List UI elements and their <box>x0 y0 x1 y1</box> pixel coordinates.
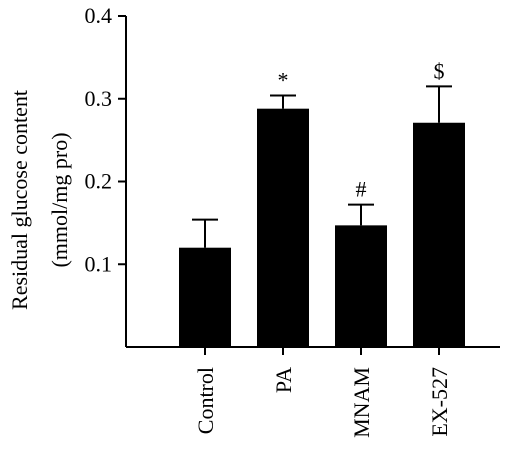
y-tick-label: 0.2 <box>85 169 113 194</box>
y-tick-label: 0.1 <box>85 251 113 276</box>
category-label: MNAM <box>349 367 374 438</box>
bar <box>179 247 231 347</box>
bars <box>179 108 465 348</box>
category-label: EX-527 <box>427 367 452 437</box>
y-tick-label: 0.3 <box>85 86 113 111</box>
significance-marker: * <box>278 67 289 92</box>
category-label: Control <box>193 367 218 434</box>
category-labels: Control PA MNAM EX-527 <box>193 367 452 438</box>
y-axis-title: Residual glucose content (mmol/mg pro) <box>7 90 72 310</box>
significance-marker: # <box>356 177 367 202</box>
y-axis-title-line-1: Residual glucose content <box>7 90 32 310</box>
significance-marker: $ <box>434 58 445 83</box>
category-label: PA <box>271 367 296 393</box>
bar <box>257 108 309 348</box>
y-axis: 0.1 0.2 0.3 0.4 <box>85 3 127 347</box>
bar <box>335 225 387 347</box>
error-bars <box>192 85 452 248</box>
x-axis <box>126 346 500 355</box>
significance-markers: * # $ <box>278 58 445 201</box>
y-axis-title-line-2: (mmol/mg pro) <box>47 132 72 267</box>
y-tick-label: 0.4 <box>85 3 113 28</box>
bar <box>413 122 465 347</box>
